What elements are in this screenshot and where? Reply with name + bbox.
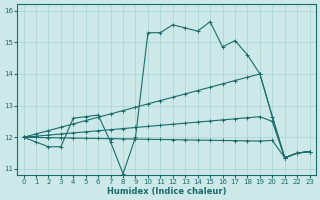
X-axis label: Humidex (Indice chaleur): Humidex (Indice chaleur)	[107, 187, 226, 196]
